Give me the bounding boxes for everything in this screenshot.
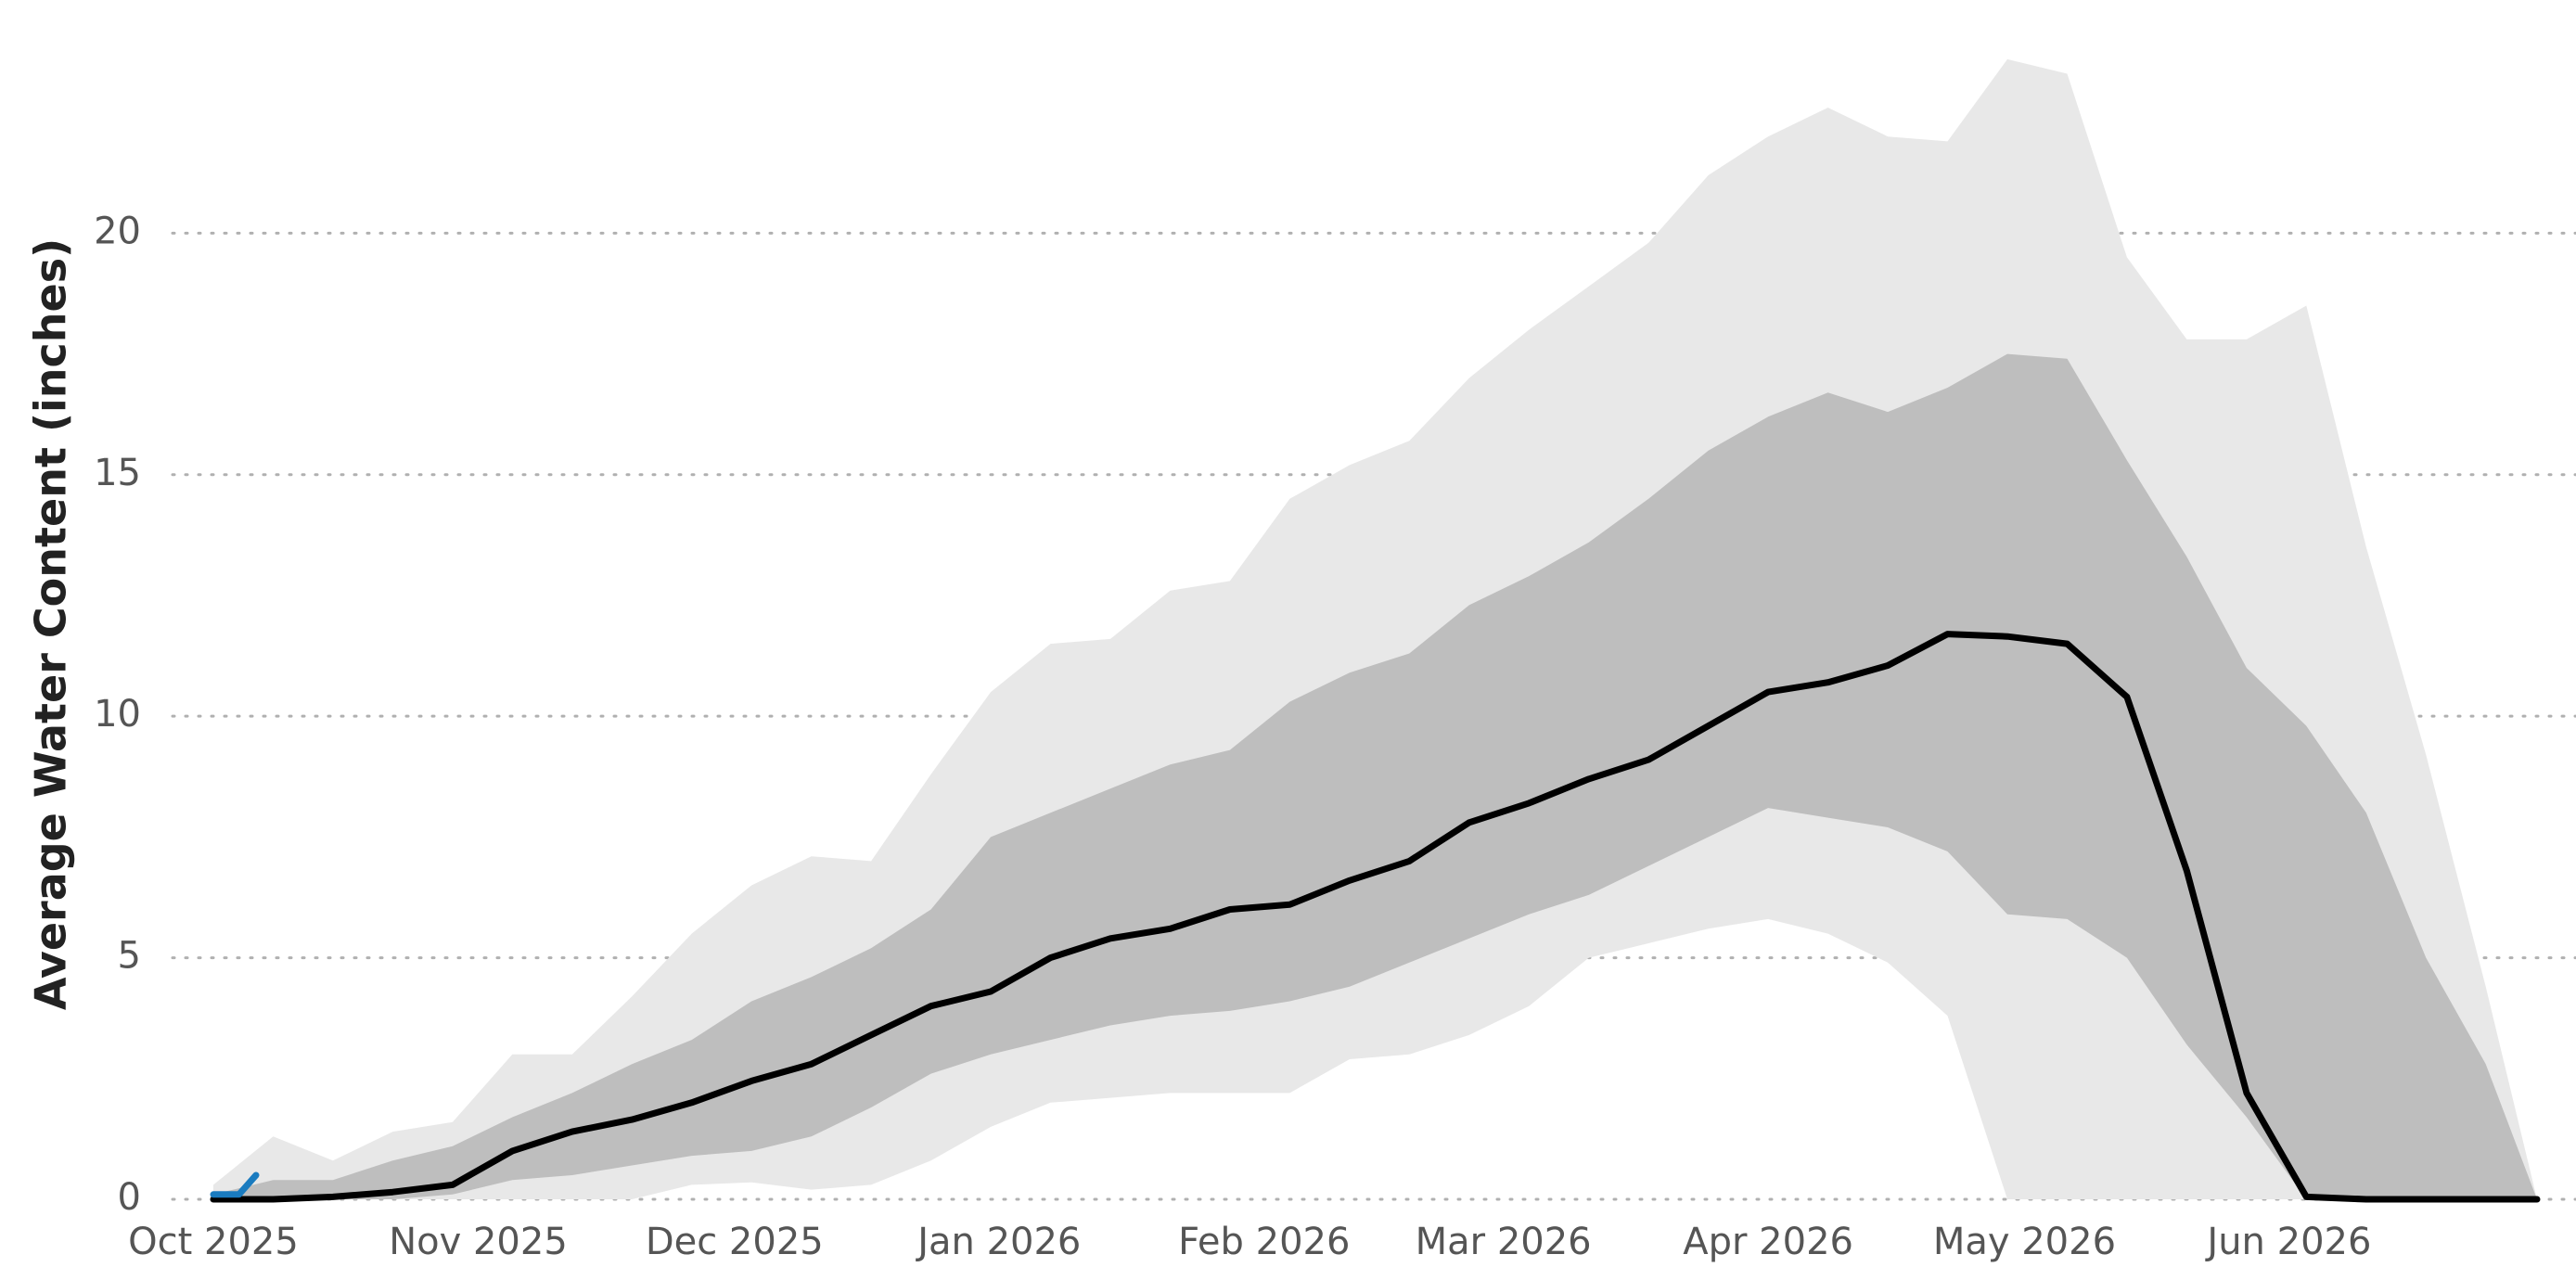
x-tick-label: Jan 2026 (915, 1221, 1081, 1263)
x-tick-label: May 2026 (1933, 1221, 2116, 1263)
x-tick-label: Nov 2025 (389, 1221, 568, 1263)
y-tick-label: 5 (118, 935, 141, 978)
series-line (210, 1171, 260, 1198)
x-tick-label: Feb 2026 (1178, 1221, 1350, 1263)
y-tick-label: 10 (94, 693, 141, 736)
range-band (213, 353, 2537, 1200)
y-tick-label: 20 (94, 210, 141, 252)
x-tick-label: Dec 2025 (646, 1221, 824, 1263)
bands (213, 58, 2537, 1200)
y-axis-title: Average Water Content (inches) (26, 238, 76, 1010)
x-tick-label: Jun 2026 (2204, 1221, 2371, 1263)
lines (210, 631, 2541, 1203)
x-tick-label: Mar 2026 (1416, 1221, 1592, 1263)
range-band (213, 58, 2537, 1199)
x-tick-label: Oct 2025 (128, 1221, 299, 1263)
series-line (210, 631, 2541, 1203)
y-tick-label: 0 (118, 1176, 141, 1219)
labels: 0 5 10 15 20 Oct 2025 Nov 2025 Dec 2025 Jan 2026… (94, 210, 2371, 1263)
y-tick-label: 15 (94, 452, 141, 494)
x-tick-label: Apr 2026 (1683, 1221, 1853, 1263)
